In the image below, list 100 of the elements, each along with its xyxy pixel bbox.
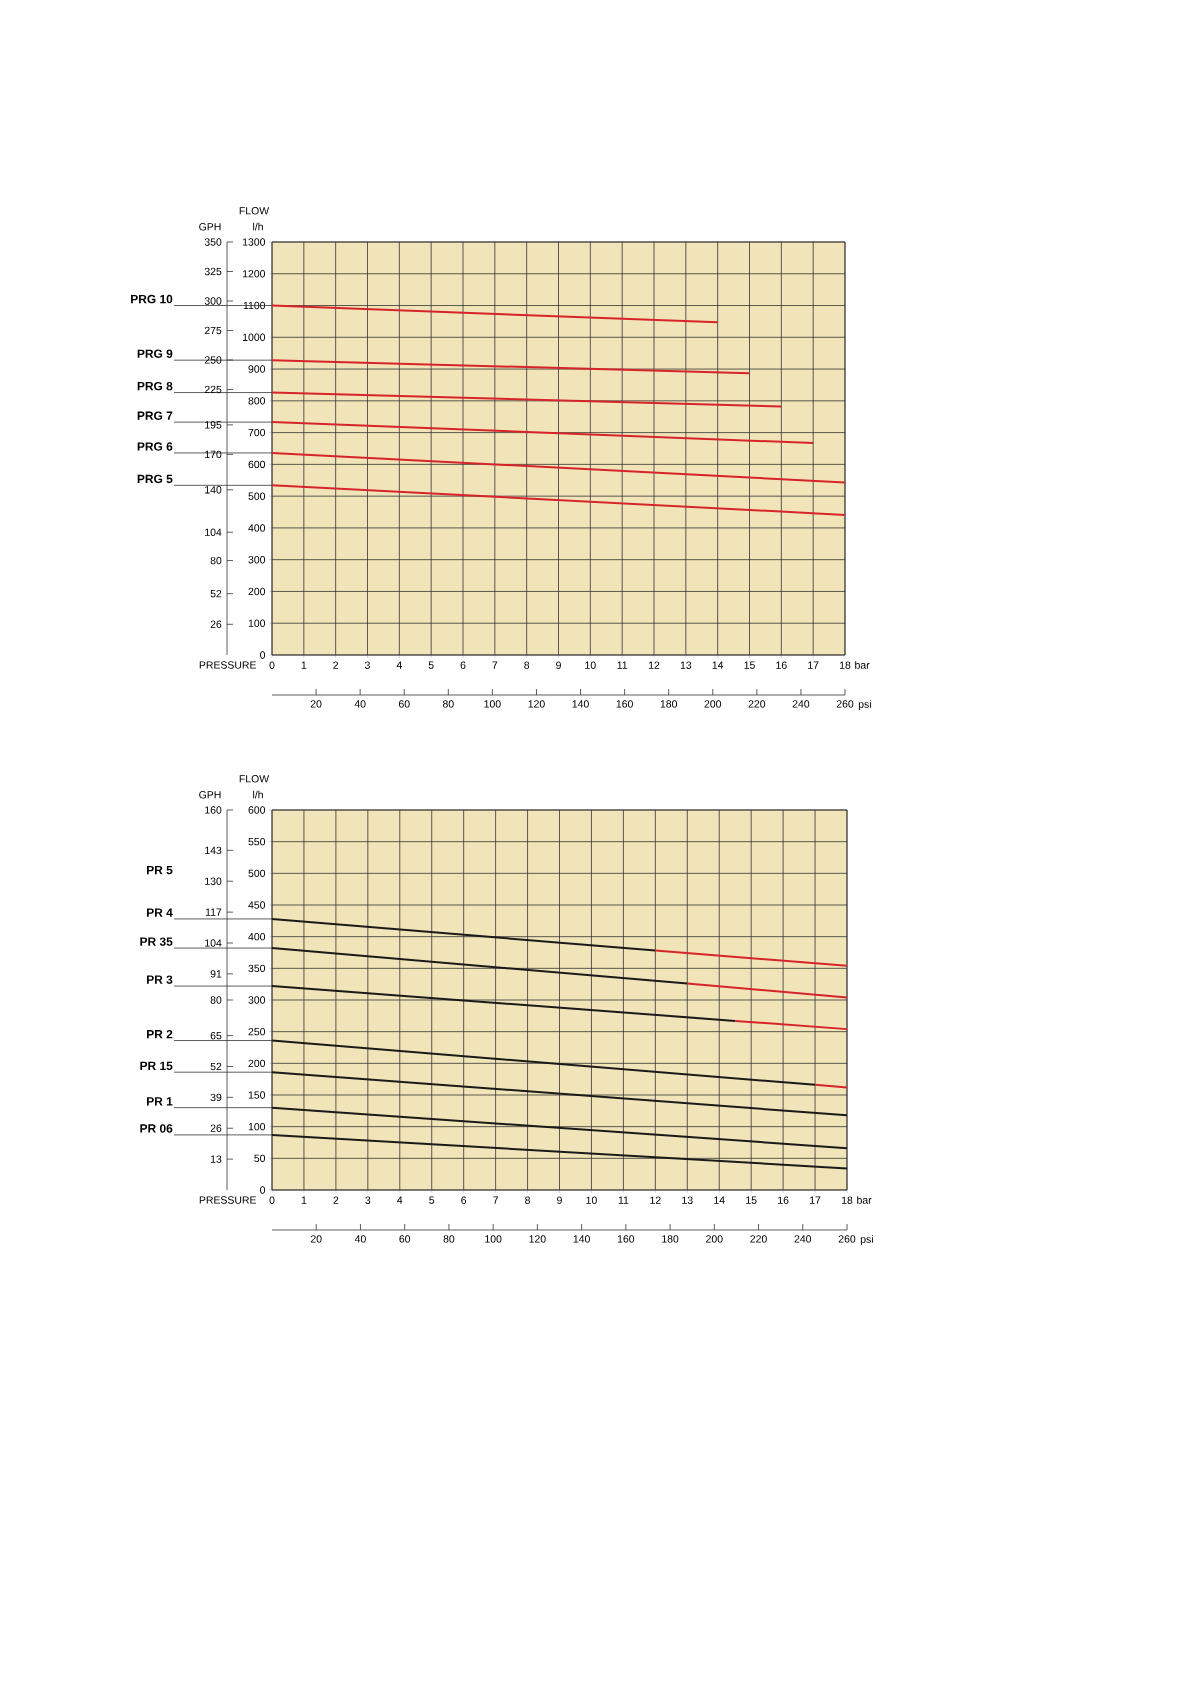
- text: PR 35: [140, 937, 173, 946]
- y2-tick-label: 170: [205, 450, 222, 459]
- x-tick-label: 9: [556, 661, 561, 669]
- y2-tick-label: 104: [205, 939, 222, 947]
- x-tick-label: 2: [333, 661, 339, 669]
- x2-axis-title: psi: [858, 700, 871, 710]
- y-axis-title: FLOW: [239, 207, 270, 215]
- x2-tick-label: 80: [442, 700, 454, 708]
- text: PR 4: [147, 908, 173, 917]
- y-tick-label: 1300: [243, 238, 266, 246]
- x2-tick-label: 120: [528, 700, 545, 708]
- x-tick-label: 3: [365, 1196, 371, 1204]
- x-tick-label: 10: [585, 661, 596, 669]
- y-tick-label: 400: [248, 932, 266, 941]
- x2-tick-label: 100: [485, 1235, 502, 1243]
- text: PRG 9: [137, 349, 173, 358]
- y-tick-label: 0: [260, 651, 266, 659]
- y-tick-label: 150: [248, 1091, 266, 1099]
- x2-tick-label: 60: [398, 700, 410, 708]
- y-tick-label: 300: [248, 996, 266, 1004]
- y2-tick-label: 104: [205, 528, 222, 536]
- x2-tick-label: 20: [310, 1235, 322, 1243]
- y-tick-label: 200: [248, 1059, 266, 1068]
- y2-tick-label: 65: [210, 1031, 222, 1040]
- text: PRG 8: [137, 381, 173, 391]
- text: bar: [857, 1196, 872, 1204]
- y-tick-label: 350: [248, 964, 266, 973]
- text: PR 5: [147, 865, 173, 875]
- y2-tick-label: 80: [210, 996, 222, 1004]
- x-tick-label: 9: [557, 1196, 562, 1204]
- x-tick-label: 16: [778, 1196, 789, 1204]
- x-tick-label: 5: [429, 1196, 435, 1204]
- x-tick-label: 18: [841, 1196, 853, 1204]
- x2-tick-label: 260: [836, 700, 854, 708]
- y2-tick-label: 13: [210, 1155, 222, 1163]
- y2-tick-label: 26: [210, 1124, 222, 1132]
- y-tick-label: 700: [248, 428, 266, 437]
- y2-tick-label: 39: [210, 1093, 222, 1102]
- y2-tick-label: 325: [204, 267, 222, 276]
- x-tick-label: 4: [397, 1196, 403, 1204]
- y2-tick-label: 160: [205, 806, 222, 814]
- x2-tick-label: 220: [750, 1235, 767, 1243]
- y-tick-label: 100: [248, 619, 266, 627]
- x2-tick-label: 240: [792, 700, 810, 708]
- x2-axis-title: psi: [860, 1235, 873, 1245]
- y2-tick-label: 26: [210, 620, 222, 629]
- x-tick-label: 0: [269, 1196, 275, 1204]
- x-tick-label: 6: [460, 661, 466, 669]
- y-tick-label: 500: [248, 869, 266, 878]
- x-tick-label: 2: [333, 1196, 339, 1204]
- y-tick-label: 800: [248, 397, 266, 405]
- x-tick-label: 10: [586, 1196, 597, 1204]
- x-tick-label: 0: [269, 661, 275, 669]
- y-tick-label: 0: [260, 1186, 266, 1194]
- x-tick-label: 15: [746, 1196, 757, 1204]
- x-tick-label: 17: [808, 661, 819, 669]
- x2-tick-label: 160: [616, 700, 633, 708]
- text: PR 15: [140, 1061, 173, 1070]
- x2-tick-label: 180: [660, 700, 678, 708]
- x-tick-label: 5: [428, 661, 434, 669]
- y2-tick-label: 140: [205, 486, 222, 494]
- x-tick-label: 7: [492, 661, 498, 669]
- x2-tick-label: 120: [529, 1235, 546, 1243]
- x-tick-label: 11: [618, 1196, 629, 1204]
- x2-tick-label: 80: [443, 1235, 455, 1243]
- y2-tick-label: 225: [204, 385, 222, 394]
- x-tick-label: 17: [810, 1196, 821, 1204]
- x-tick-label: 7: [493, 1196, 498, 1204]
- x2-tick-label: 180: [662, 1235, 679, 1243]
- y2-axis-title: GPH: [199, 791, 221, 799]
- x-tick-label: 12: [650, 1196, 661, 1204]
- y-tick-label: 100: [248, 1122, 266, 1131]
- y2-tick-label: 143: [205, 846, 222, 855]
- x-tick-label: 15: [744, 661, 755, 669]
- y-tick-label: 300: [248, 555, 266, 564]
- x2-tick-label: 140: [573, 1235, 590, 1243]
- x-tick-label: 1: [301, 661, 307, 669]
- y2-tick-label: 195: [205, 421, 222, 429]
- y2-tick-label: 250: [204, 356, 222, 364]
- y-tick-label: 600: [248, 460, 266, 469]
- text: l/h: [253, 222, 263, 231]
- x2-tick-label: 160: [617, 1235, 635, 1243]
- text: PRG 7: [137, 411, 173, 420]
- y-tick-label: 900: [248, 365, 266, 373]
- y2-tick-label: 52: [210, 1062, 222, 1071]
- y-tick-label: 200: [248, 587, 266, 596]
- x-tick-label: 18: [839, 661, 851, 669]
- x-tick-label: 12: [648, 661, 660, 669]
- x-tick-label: 13: [680, 661, 692, 669]
- text: PR 06: [140, 1124, 173, 1133]
- text: PRG 5: [137, 474, 173, 484]
- y2-tick-label: 350: [204, 238, 222, 246]
- x-tick-label: 14: [712, 661, 724, 669]
- x2-tick-label: 240: [794, 1235, 812, 1243]
- x-axis-title: PRESSURE: [199, 1196, 257, 1204]
- x-tick-label: 1: [301, 1196, 307, 1204]
- y-tick-label: 1000: [243, 333, 266, 341]
- text: PR 1: [147, 1097, 173, 1106]
- text: bar: [855, 661, 870, 669]
- x-tick-label: 4: [396, 661, 402, 669]
